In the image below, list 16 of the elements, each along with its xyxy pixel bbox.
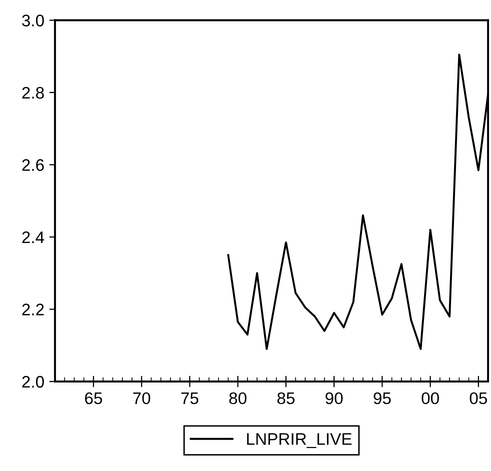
y-tick-label: 2.8 — [22, 86, 44, 99]
x-tick-label: 65 — [85, 392, 102, 404]
x-tick-label: 95 — [374, 392, 391, 404]
x-tick-label: 85 — [277, 392, 295, 404]
x-tick-label: 70 — [133, 392, 150, 404]
y-tick-label: 2.0 — [22, 376, 44, 388]
y-tick-label: 2.4 — [22, 231, 44, 244]
y-tick-label: 2.6 — [22, 159, 44, 171]
x-tick-label: 90 — [326, 392, 343, 404]
x-tick-label: 80 — [229, 392, 246, 404]
y-tick-label: 2.2 — [22, 304, 44, 316]
legend-label: LNPRIR_LIVE — [247, 433, 352, 448]
y-tick-label: 3.0 — [22, 14, 44, 26]
x-tick-label: 00 — [422, 392, 439, 404]
x-tick-label: 05 — [470, 392, 487, 404]
x-tick-label: 75 — [181, 392, 198, 404]
